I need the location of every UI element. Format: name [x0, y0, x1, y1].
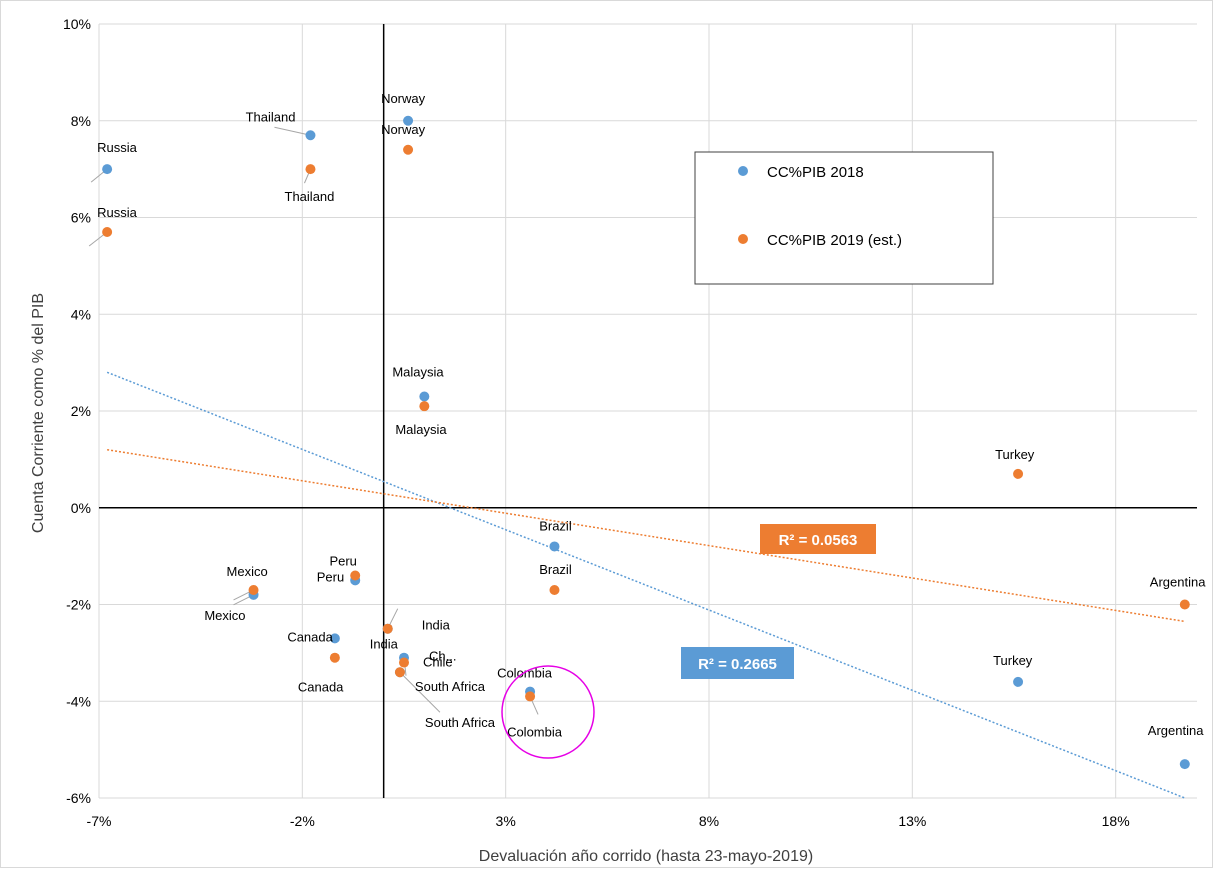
point-label: Thailand: [246, 109, 296, 124]
y-tick-label: 10%: [63, 16, 91, 32]
data-point: [549, 584, 560, 595]
y-tick-label: 8%: [71, 113, 91, 129]
data-point: [350, 570, 361, 581]
x-tick-label: -7%: [87, 813, 112, 829]
point-label: South Africa: [425, 715, 496, 730]
legend-label: CC%PIB 2018: [767, 164, 864, 181]
data-point: [1013, 676, 1024, 687]
colombia-highlight-circle: [501, 665, 595, 759]
point-label: Turkey: [993, 653, 1033, 668]
label-connector: [274, 126, 311, 136]
point-label: Norway: [381, 91, 426, 106]
x-tick-label: 8%: [699, 813, 719, 829]
point-label: Ch...: [429, 649, 456, 664]
data-point: [102, 164, 113, 175]
data-point: [399, 657, 409, 668]
point-label: Colombia: [507, 724, 563, 739]
y-tick-label: -4%: [66, 693, 91, 709]
point-label: Malaysia: [395, 422, 447, 437]
x-tick-label: 3%: [496, 813, 516, 829]
data-point: [382, 623, 393, 634]
r2-badge: [760, 524, 876, 554]
data-point: [1013, 468, 1024, 479]
data-point: [394, 667, 405, 678]
y-tick-label: 6%: [71, 210, 91, 226]
x-axis-title: Devaluación año corrido (hasta 23-mayo-2…: [479, 848, 813, 865]
y-axis-title: Cuenta Corriente como % del PIB: [30, 293, 47, 533]
point-label: Mexico: [204, 608, 245, 623]
point-label: Norway: [381, 122, 426, 137]
point-label: India: [370, 637, 399, 652]
data-point: [329, 633, 340, 644]
legend-marker: [738, 234, 748, 244]
legend-label: CC%PIB 2019 (est.): [767, 232, 902, 249]
point-label: Brazil: [539, 518, 572, 533]
data-point: [1179, 759, 1190, 770]
data-point: [419, 401, 430, 412]
legend-marker: [738, 166, 748, 176]
x-tick-label: 18%: [1102, 813, 1130, 829]
r2-label: R² = 0.0563: [779, 532, 858, 549]
data-point: [305, 130, 316, 141]
point-label: Argentina: [1148, 723, 1204, 738]
point-label: Chile: [423, 655, 453, 670]
point-label: Mexico: [227, 564, 268, 579]
data-point: [1179, 599, 1190, 610]
label-connector: [399, 671, 441, 713]
point-label: Peru: [317, 569, 344, 584]
trendline: [106, 371, 1186, 799]
data-point: [403, 144, 414, 155]
x-tick-label: -2%: [290, 813, 315, 829]
trendline: [107, 448, 1185, 623]
x-tick-label: 13%: [898, 813, 926, 829]
point-label: Canada: [298, 680, 344, 695]
data-point: [248, 584, 259, 595]
y-tick-label: 0%: [71, 500, 91, 516]
data-point: [329, 652, 340, 663]
data-point: [102, 227, 113, 238]
y-tick-label: -6%: [66, 790, 91, 806]
point-label: Turkey: [995, 447, 1035, 462]
y-tick-label: 2%: [71, 403, 91, 419]
data-point: [549, 541, 560, 552]
data-point: [419, 391, 430, 402]
point-label: Argentina: [1150, 575, 1206, 590]
point-label: Peru: [329, 553, 356, 568]
y-tick-label: 4%: [71, 306, 91, 322]
point-label: Colombia: [497, 666, 553, 681]
point-label: Canada: [287, 629, 333, 644]
point-label: India: [422, 618, 451, 633]
point-label: Russia: [97, 205, 138, 220]
point-label: Thailand: [285, 189, 335, 204]
data-point: [403, 115, 414, 126]
point-label: Malaysia: [392, 364, 444, 379]
data-point: [525, 691, 536, 702]
point-label: Brazil: [539, 562, 572, 577]
r2-label: R² = 0.2665: [698, 656, 777, 673]
y-tick-label: -2%: [66, 597, 91, 613]
data-point: [305, 164, 316, 175]
point-label: South Africa: [415, 679, 486, 694]
point-label: Russia: [97, 140, 138, 155]
r2-badge: [681, 647, 794, 679]
